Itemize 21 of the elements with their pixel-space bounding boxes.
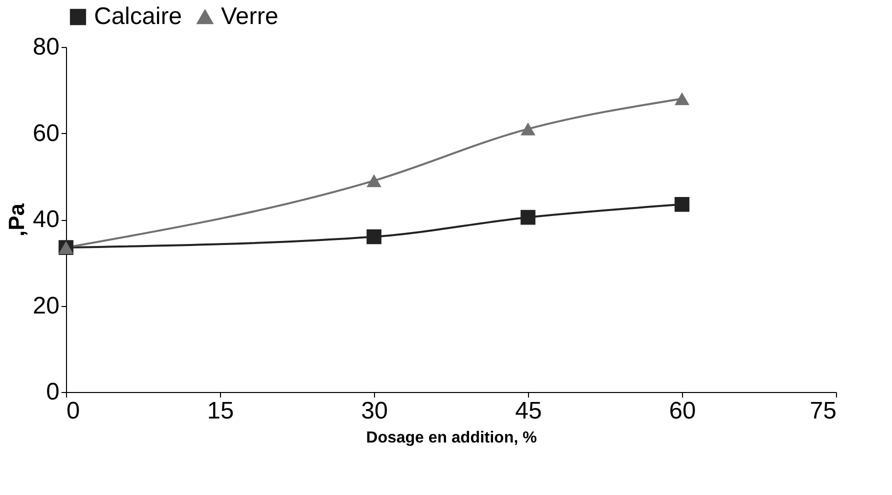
y-tick-label: 60 xyxy=(32,120,60,147)
x-tick-label: 45 xyxy=(515,398,542,424)
x-tick-label: 30 xyxy=(361,398,388,424)
y-axis-title: ,Pa xyxy=(4,202,29,237)
x-tick-label: 75 xyxy=(810,398,836,424)
y-tick-label: 40 xyxy=(32,206,60,233)
point xyxy=(366,229,382,244)
y-tick-label: 20 xyxy=(32,292,60,320)
y-tick-label: 0 xyxy=(46,378,60,406)
x-tick-label: 60 xyxy=(669,398,696,424)
point xyxy=(366,174,382,188)
x-axis-title: Dosage en addition, % xyxy=(366,430,537,446)
point xyxy=(520,122,536,136)
x-tick-label: 15 xyxy=(207,398,234,424)
x-tick-label: 0 xyxy=(66,398,80,424)
y-tick-label: 80 xyxy=(32,34,60,60)
legend-label: Calcaire xyxy=(94,3,182,30)
legend-label: Verre xyxy=(221,3,278,30)
point xyxy=(520,210,536,225)
point xyxy=(674,196,690,212)
point xyxy=(674,92,690,106)
